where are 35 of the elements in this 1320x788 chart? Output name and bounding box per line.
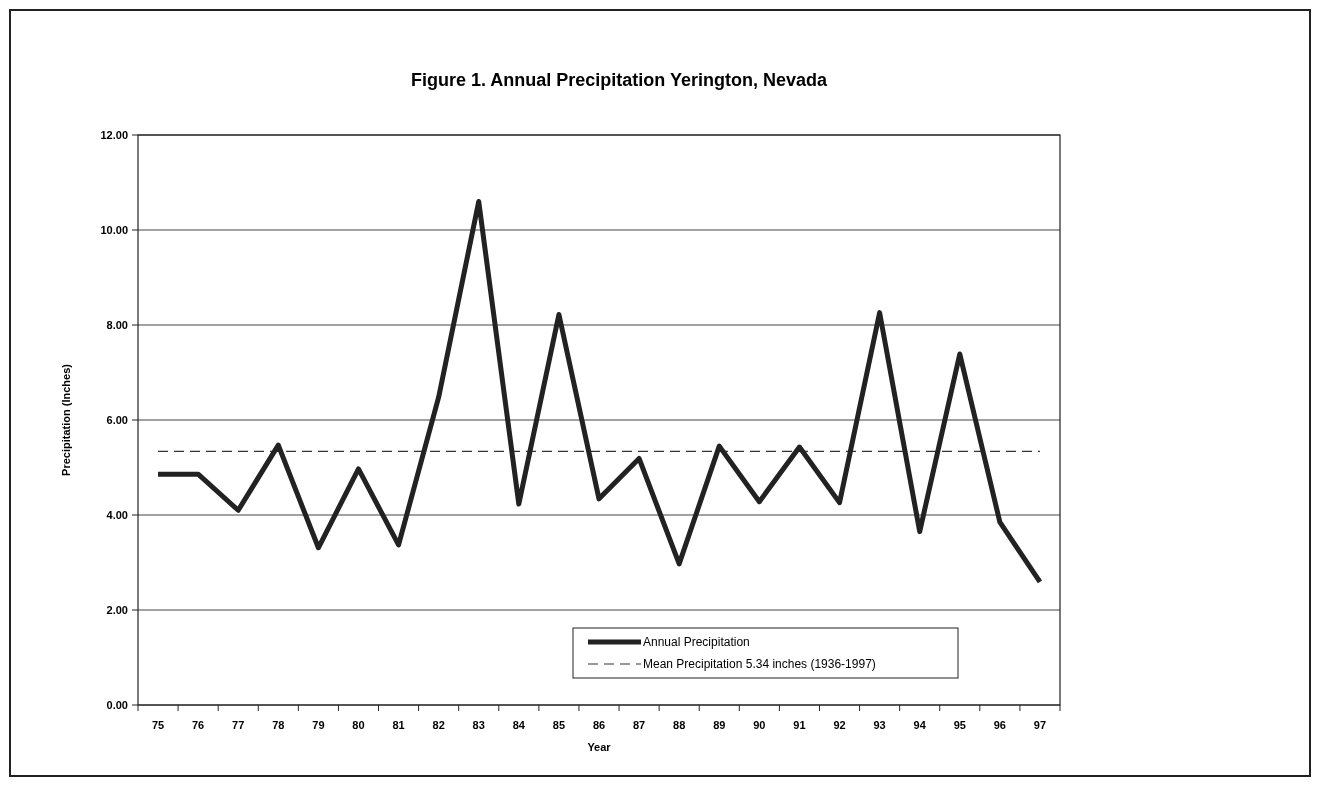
x-tick-label: 83	[472, 719, 485, 731]
x-tick-label: 80	[352, 719, 365, 731]
x-tick-label: 89	[713, 719, 726, 731]
y-tick-label: 2.00	[106, 603, 128, 616]
x-tick-label: 94	[913, 719, 927, 731]
y-tick-label: 4.00	[106, 508, 128, 521]
x-tick-label: 78	[272, 719, 285, 731]
y-tick-label: 0.00	[106, 698, 128, 711]
y-tick-label: 10.00	[100, 223, 128, 236]
legend-label: Annual Precipitation	[643, 635, 750, 650]
x-tick-label: 81	[392, 719, 405, 731]
legend-label: Mean Precipitation 5.34 inches (1936-1997)	[643, 657, 876, 672]
x-tick-label: 76	[192, 719, 205, 731]
y-tick-label: 8.00	[106, 318, 128, 331]
x-tick-label: 82	[432, 719, 445, 731]
x-tick-label: 79	[312, 719, 325, 731]
y-tick-label: 12.00	[100, 128, 128, 141]
x-tick-label: 93	[873, 719, 886, 731]
x-tick-label: 84	[512, 719, 526, 731]
x-axis-title: Year	[587, 741, 612, 753]
x-tick-label: 97	[1033, 719, 1047, 731]
x-tick-label: 95	[953, 719, 966, 731]
x-tick-label: 75	[151, 719, 165, 731]
x-tick-label: 77	[232, 719, 245, 731]
x-tick-label: 92	[833, 719, 846, 731]
x-tick-label: 88	[673, 719, 686, 731]
x-tick-label: 91	[793, 719, 806, 731]
x-tick-label: 90	[753, 719, 766, 731]
y-tick-label: 6.00	[106, 413, 128, 426]
y-axis-title: Precipitation (Inches)	[60, 363, 72, 476]
x-tick-label: 96	[993, 719, 1006, 731]
x-tick-label: 86	[592, 719, 606, 731]
chart-title: Figure 1. Annual Precipitation Yerington, Nevada	[410, 70, 829, 90]
x-tick-label: 87	[632, 719, 646, 731]
x-tick-label: 85	[552, 719, 566, 731]
